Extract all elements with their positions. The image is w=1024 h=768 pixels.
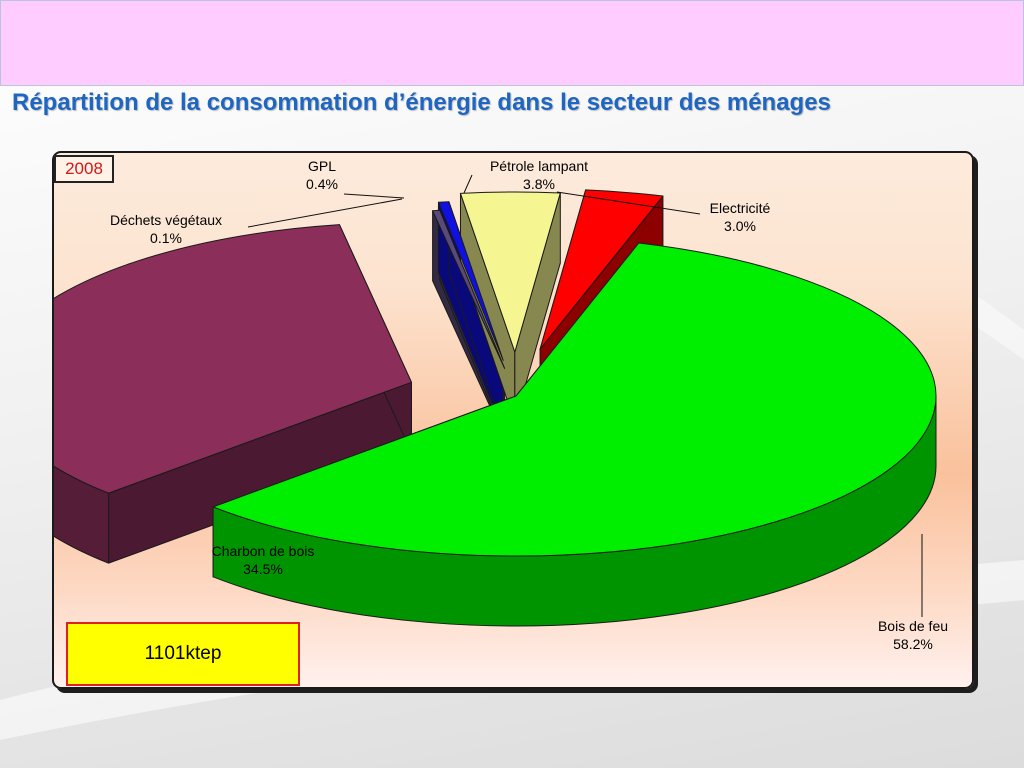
slice-label-petrole-lampant: Pétrole lampant 3.8% [462, 157, 616, 193]
slice-name: GPL [307, 158, 336, 174]
slice-name: Déchets végétaux [109, 212, 223, 228]
year-badge: 2008 [54, 155, 114, 183]
slice-value: 3.8% [523, 176, 555, 192]
leader-line-5 [556, 191, 701, 215]
slice-name: Electricité [709, 200, 771, 216]
slice-2-top [432, 209, 506, 369]
slide-title: Répartition de la consommation d’énergie… [12, 89, 831, 116]
pie-chart [54, 174, 937, 627]
slice-label-electricite: Electricité 3.0% [680, 199, 800, 235]
slice-label-dechets-vegetaux: Déchets végétaux 0.1% [86, 211, 246, 247]
slice-label-charbon-de-bois: Charbon de bois 34.5% [188, 542, 338, 578]
slice-value: 0.1% [150, 230, 182, 246]
slice-name: Bois de feu [877, 618, 949, 634]
leader-line-2 [247, 198, 403, 228]
slice-value: 3.0% [724, 218, 756, 234]
pie-chart-frame [52, 151, 974, 689]
slice-value: 0.4% [306, 176, 338, 192]
slice-label-gpl: GPL 0.4% [290, 157, 354, 193]
slice-name: Charbon de bois [211, 543, 315, 559]
slice-5-top [539, 189, 664, 350]
leader-line-4 [463, 174, 473, 194]
slice-value: 58.2% [893, 636, 933, 652]
slice-0-top [212, 242, 937, 557]
slice-1-rim-0 [54, 465, 110, 564]
total-consumption-box: 1101ktep [66, 622, 300, 686]
slice-3-top [437, 201, 504, 361]
slice-label-bois-de-feu: Bois de feu 58.2% [852, 617, 974, 653]
slice-value: 34.5% [243, 561, 283, 577]
slice-1-top [54, 224, 412, 494]
leader-line-3 [343, 193, 405, 199]
slice-name: Pétrole lampant [489, 158, 589, 174]
top-banner [0, 0, 1024, 86]
